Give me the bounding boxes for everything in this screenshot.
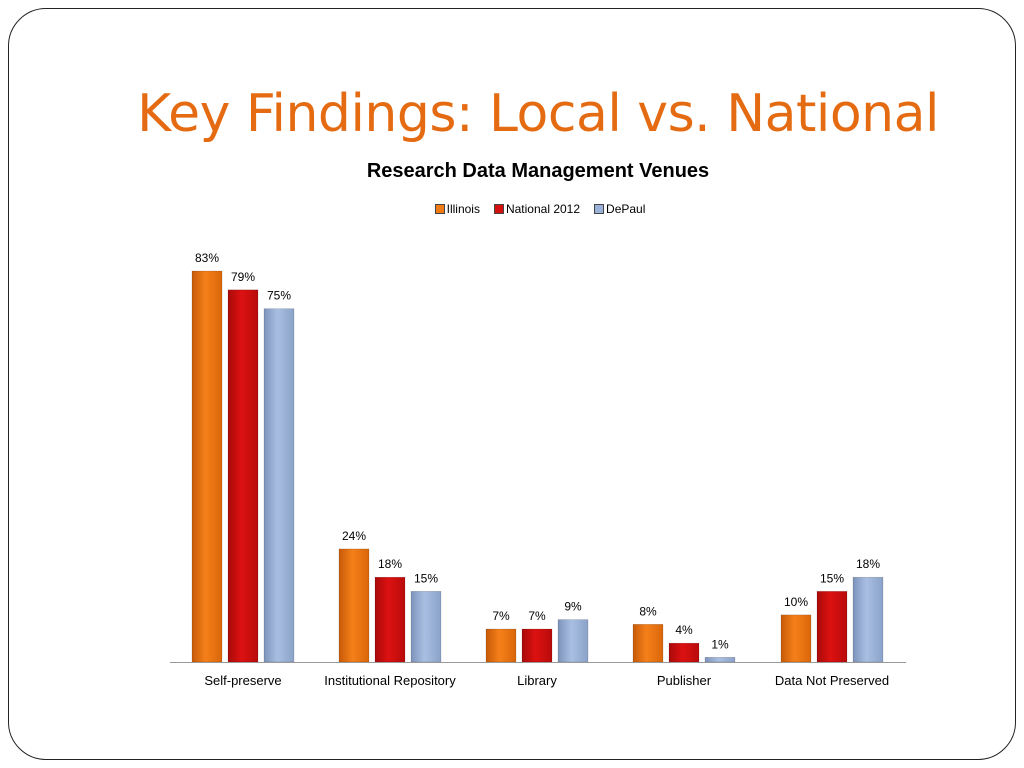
category-label-4: Data Not Preserved	[775, 673, 889, 688]
legend-swatch-depaul	[594, 204, 605, 214]
category-label-2: Library	[517, 673, 557, 688]
chart-legend: Illinois National 2012 DePaul	[0, 202, 1024, 216]
legend-item-illinois: Illinois	[434, 202, 480, 216]
bar-depaul-3	[704, 657, 736, 663]
data-label-depaul-3: 1%	[711, 637, 729, 651]
data-label-illinois-3: 8%	[639, 604, 657, 618]
slide-title: Key Findings: Local vs. National	[137, 84, 939, 144]
category-label-3: Publisher	[657, 673, 712, 688]
data-label-national-2012-4: 15%	[820, 571, 844, 585]
bar-illinois-0	[191, 270, 223, 663]
bar-illinois-1	[338, 548, 370, 663]
bar-national-2012-3	[668, 642, 700, 663]
bar-national-2012-0	[227, 289, 259, 663]
data-label-national-2012-0: 79%	[231, 270, 255, 284]
data-label-national-2012-3: 4%	[675, 623, 693, 637]
bar-depaul-1	[410, 591, 442, 663]
data-label-illinois-0: 83%	[195, 251, 219, 265]
chart-title: Research Data Management Venues	[366, 160, 710, 182]
data-label-depaul-1: 15%	[414, 571, 438, 585]
legend-item-depaul: DePaul	[594, 202, 645, 216]
bar-national-2012-2	[521, 628, 553, 663]
data-label-national-2012-1: 18%	[378, 557, 402, 571]
bar-illinois-4	[780, 614, 812, 663]
category-label-0: Self-preserve	[204, 673, 281, 688]
bar-depaul-2	[557, 619, 589, 663]
bar-depaul-4	[852, 576, 884, 663]
bar-illinois-2	[485, 628, 517, 663]
data-label-illinois-4: 10%	[784, 595, 808, 609]
category-label-1: Institutional Repository	[324, 673, 456, 688]
data-label-illinois-2: 7%	[492, 609, 510, 623]
data-label-national-2012-2: 7%	[528, 609, 546, 623]
bar-national-2012-4	[816, 591, 848, 663]
bar-illinois-3	[632, 624, 664, 663]
bar-national-2012-1	[374, 576, 406, 663]
legend-swatch-national-2012	[493, 204, 504, 214]
bar-depaul-0	[263, 308, 295, 663]
legend-swatch-illinois	[434, 204, 445, 214]
legend-label-depaul: DePaul	[606, 202, 646, 216]
data-label-depaul-4: 18%	[856, 557, 880, 571]
data-label-depaul-0: 75%	[267, 289, 291, 303]
legend-item-national-2012: National 2012	[493, 202, 581, 216]
legend-label-national-2012: National 2012	[505, 202, 581, 216]
data-label-depaul-2: 9%	[564, 600, 582, 614]
data-label-illinois-1: 24%	[342, 529, 366, 543]
legend-label-illinois: Illinois	[446, 202, 480, 216]
